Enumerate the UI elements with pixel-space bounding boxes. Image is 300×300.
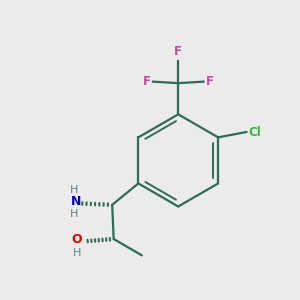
Text: H: H xyxy=(73,248,82,258)
Text: H: H xyxy=(70,185,79,195)
Text: F: F xyxy=(206,75,214,88)
Text: F: F xyxy=(174,46,182,59)
Text: F: F xyxy=(142,75,151,88)
Text: Cl: Cl xyxy=(249,125,262,139)
Text: N: N xyxy=(70,195,81,208)
Text: H: H xyxy=(70,209,79,219)
Text: O: O xyxy=(71,233,82,246)
